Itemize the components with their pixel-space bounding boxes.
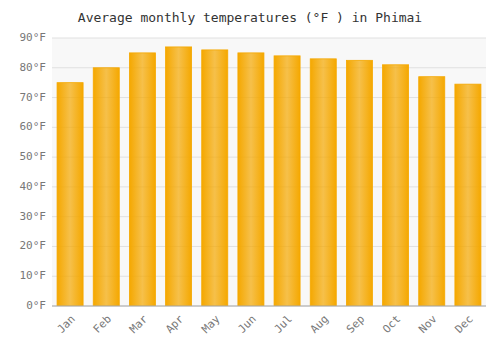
y-axis: 0°F 10°F 20°F 30°F 40°F 50°F 60°F 70°F 80°F 90°F	[20, 31, 47, 312]
x-tick-label: Jul	[272, 313, 295, 336]
y-tick-label: 30°F	[20, 210, 47, 223]
x-tick-label: May	[199, 312, 223, 336]
bar	[383, 65, 409, 306]
y-tick-label: 50°F	[20, 150, 47, 163]
y-tick-label: 60°F	[20, 120, 47, 133]
bar	[93, 68, 119, 306]
bars	[57, 47, 481, 306]
y-tick-label: 80°F	[20, 61, 47, 74]
bar	[346, 60, 372, 306]
chart-title: Average monthly temperatures (°F ) in Ph…	[78, 10, 422, 25]
bar	[166, 47, 192, 306]
x-tick-label: Aug	[308, 313, 331, 336]
bar	[310, 59, 336, 306]
x-tick-label: Oct	[380, 313, 403, 336]
y-tick-label: 40°F	[20, 180, 47, 193]
bar	[419, 77, 445, 306]
chart-svg: 0°F 10°F 20°F 30°F 40°F 50°F 60°F 70°F 80°F 90°F J…	[0, 0, 500, 350]
bar	[455, 84, 481, 306]
x-tick-label: Dec	[452, 313, 475, 336]
y-grid	[52, 38, 486, 306]
y-tick-label: 70°F	[20, 91, 47, 104]
x-tick-label: Jan	[55, 313, 78, 336]
x-axis: Jan Feb Mar Apr May Jun Jul Aug Sep Oct Nov Dec	[52, 306, 486, 336]
y-tick-label: 10°F	[20, 269, 47, 282]
bar	[202, 50, 228, 306]
y-tick-label: 90°F	[20, 31, 47, 44]
bar	[129, 53, 155, 306]
x-tick-label: Mar	[127, 312, 151, 336]
plot-background	[52, 38, 486, 306]
chart-container: 0°F 10°F 20°F 30°F 40°F 50°F 60°F 70°F 80°F 90°F J…	[0, 0, 500, 350]
x-axis-line	[52, 306, 486, 307]
x-tick-label: Feb	[91, 313, 114, 336]
x-tick-label: Apr	[163, 312, 187, 336]
grid-line	[52, 306, 486, 307]
bar	[238, 53, 264, 306]
x-tick-label: Nov	[416, 312, 440, 336]
bar	[274, 56, 300, 306]
x-tick-label: Sep	[344, 313, 367, 336]
y-tick-label: 20°F	[20, 239, 47, 252]
y-tick-label: 0°F	[26, 299, 46, 312]
grid-line	[52, 38, 486, 39]
bar	[57, 83, 83, 306]
x-tick-label: Jun	[235, 313, 258, 336]
